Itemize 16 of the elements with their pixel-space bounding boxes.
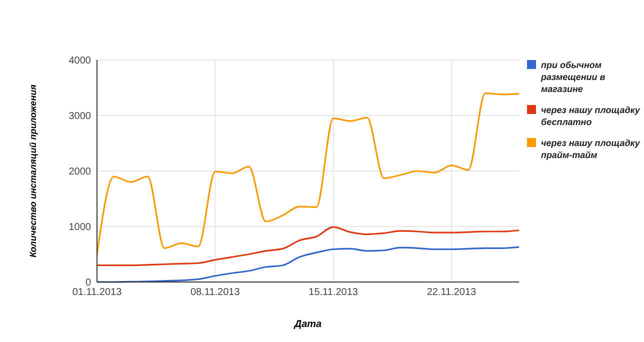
- x-tick-label: 15.11.2013: [308, 287, 358, 298]
- line-series: [96, 92, 520, 256]
- legend-label: при обычном размещении в магазине: [540, 60, 606, 94]
- y-tick-label: 4000: [68, 56, 92, 66]
- legend-label: через нашу площадку бесплатно: [541, 105, 641, 127]
- x-axis-title: Дата: [293, 319, 322, 330]
- x-tick-label: 22.11.2013: [426, 287, 477, 298]
- y-tick-label: 3000: [68, 111, 92, 122]
- legend-label: через нашу площадку прайм-тайм: [541, 138, 641, 160]
- y-tick-label: 2000: [68, 166, 92, 178]
- y-tick-label: 1000: [68, 222, 92, 233]
- x-tick-label: 08.11.2013: [190, 287, 240, 298]
- line-series: [96, 226, 520, 266]
- x-tick-label: 01.11.2013: [72, 287, 122, 298]
- y-tick-label: 0: [85, 278, 92, 288]
- y-axis-title: Количество инсталяций приложения: [28, 84, 38, 258]
